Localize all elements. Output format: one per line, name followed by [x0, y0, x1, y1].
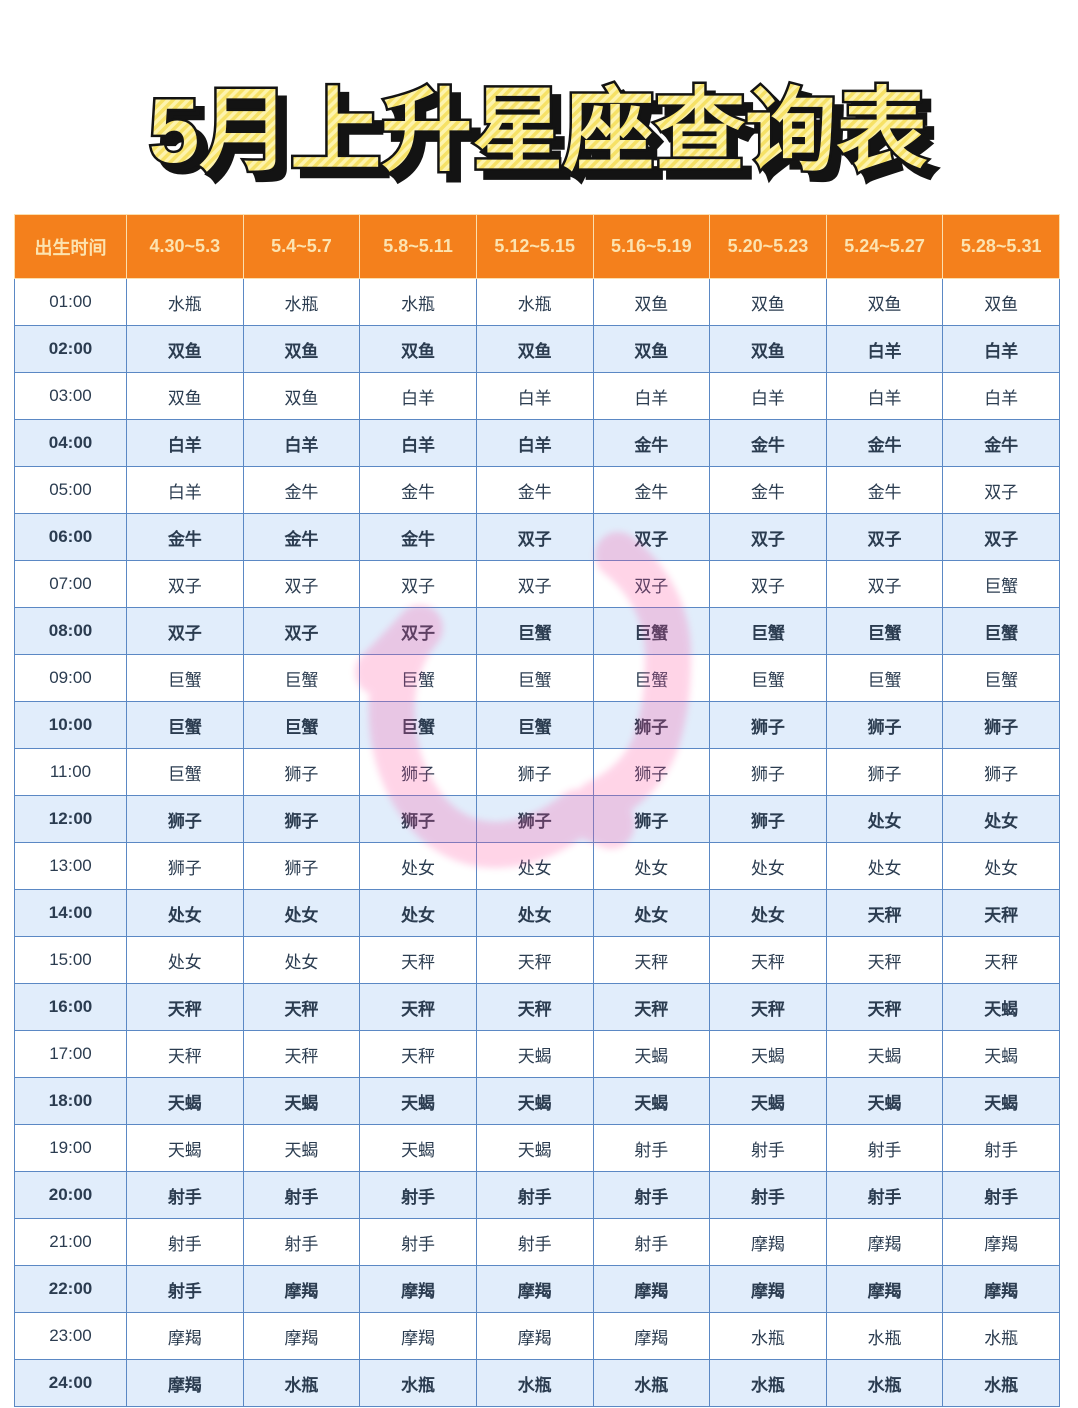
svg-text:5月上升星座查询表: 5月上升星座查询表 [149, 81, 928, 182]
